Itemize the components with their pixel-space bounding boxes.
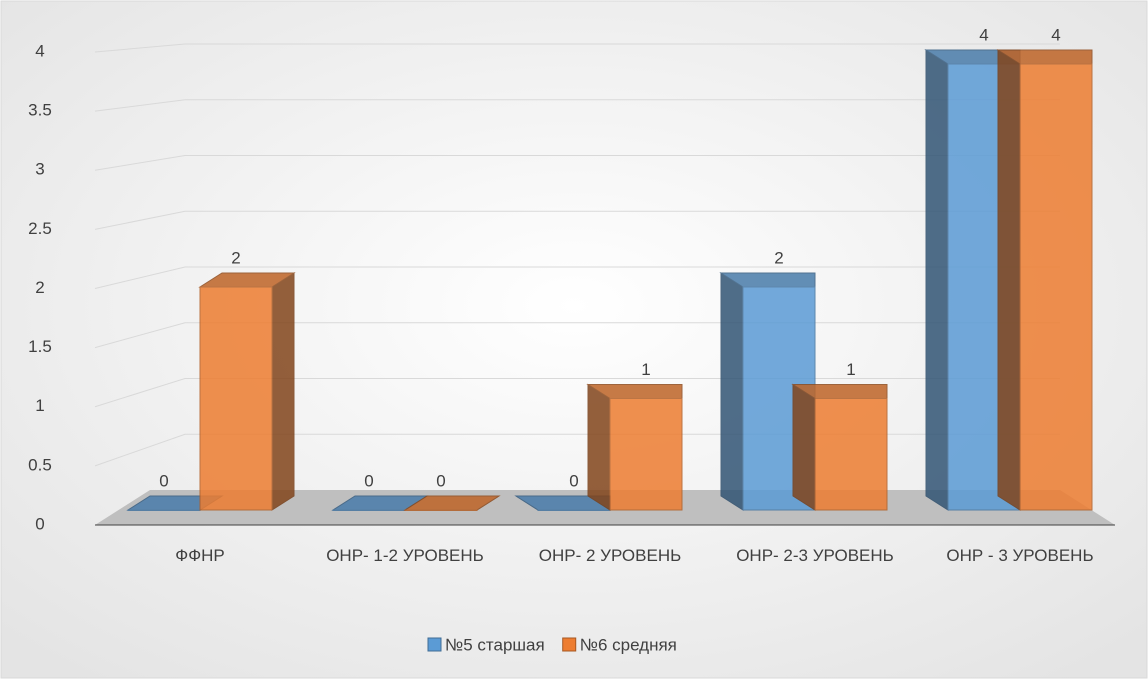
bar: [198, 272, 296, 511]
data-label: 1: [846, 360, 855, 379]
data-label: 2: [774, 248, 783, 267]
legend-swatch: [562, 637, 577, 652]
data-label: 0: [569, 471, 578, 490]
y-tick-label: 1: [35, 396, 44, 415]
data-label: 0: [159, 471, 168, 490]
y-tick-label: 0.5: [28, 455, 52, 474]
bar: [996, 49, 1093, 511]
data-label: 2: [231, 248, 240, 267]
x-tick-label: ОНР- 2-3 УРОВЕНЬ: [736, 546, 894, 565]
data-label: 4: [979, 25, 988, 44]
x-tick-label: ОНР- 1-2 УРОВЕНЬ: [326, 546, 484, 565]
legend-label: №6 средняя: [580, 635, 677, 654]
legend-label: №5 старшая: [445, 635, 545, 654]
grid-line: [94, 210, 1060, 230]
y-tick-label: 3: [35, 160, 44, 179]
grid-line: [94, 266, 1060, 289]
x-tick-label: ФФНР: [175, 546, 225, 565]
bar: [514, 495, 611, 511]
y-tick-label: 2: [35, 278, 44, 297]
bar: [791, 383, 888, 511]
data-label: 0: [436, 471, 445, 490]
data-label: 0: [364, 471, 373, 490]
grid-line: [94, 99, 1060, 112]
y-tick-label: 0: [35, 514, 44, 533]
x-tick-label: ОНР- 2 УРОВЕНЬ: [538, 546, 682, 565]
legend-swatch: [427, 637, 442, 652]
bar: [403, 495, 501, 511]
y-tick-label: 4: [35, 41, 44, 60]
x-tick-label: ОНР - 3 УРОВЕНЬ: [946, 546, 1094, 565]
data-label: 4: [1051, 25, 1060, 44]
y-tick-label: 3.5: [28, 101, 52, 120]
data-label: 1: [641, 360, 650, 379]
bar: [586, 383, 683, 511]
grid-line: [94, 43, 1060, 53]
y-tick-label: 1.5: [28, 337, 52, 356]
y-tick-label: 2.5: [28, 219, 52, 238]
grid-line: [94, 155, 1060, 171]
